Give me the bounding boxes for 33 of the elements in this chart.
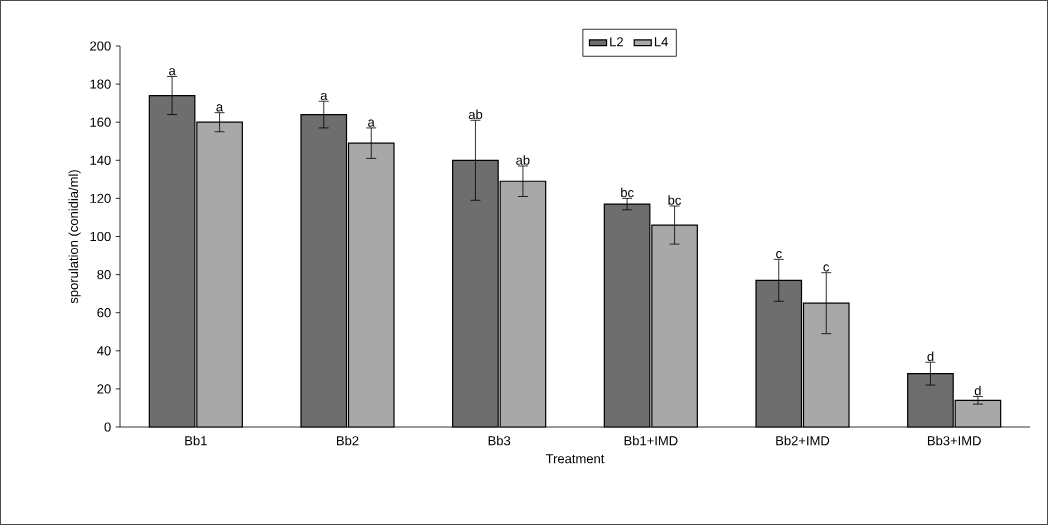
y-tick-label: 20 — [97, 384, 111, 394]
y-tick-label: 60 — [97, 308, 111, 318]
y-tick-label: 140 — [90, 155, 111, 165]
x-tick-label: Bb1+IMD — [624, 435, 678, 446]
annotation: a — [320, 92, 328, 101]
annotation: a — [216, 104, 224, 112]
annotation: ab — [516, 155, 530, 165]
y-tick-label: 200 — [90, 41, 111, 51]
y-tick-label: 160 — [90, 117, 111, 127]
annotation: a — [368, 119, 375, 127]
annotation: c — [823, 264, 830, 272]
y-axis-title: sporulation (conidia/ml) — [68, 170, 81, 304]
y-tick-label: 80 — [97, 269, 111, 280]
x-tick-label: Bb2+IMD — [776, 435, 830, 446]
x-tick-label: Bb2 — [337, 435, 359, 446]
y-tick-label: 120 — [90, 193, 111, 203]
annotation: a — [169, 68, 176, 76]
annotation: c — [776, 251, 782, 259]
legend-label: L2 — [610, 37, 623, 47]
annotation: bc — [621, 187, 634, 198]
annotation: bc — [668, 195, 682, 205]
y-tick-label: 0 — [104, 422, 111, 432]
annotation: d — [974, 385, 981, 396]
x-tick-label: Bb3+IMD — [927, 435, 981, 446]
legend-label: L4 — [654, 37, 668, 47]
y-tick-label: 100 — [90, 231, 111, 242]
x-tick-label: Bb1 — [185, 435, 207, 446]
x-axis-title: Treatment — [545, 454, 605, 464]
x-tick-label: Bb3 — [488, 435, 511, 446]
y-tick-label: 180 — [90, 79, 111, 89]
annotation: ab — [468, 109, 483, 120]
y-tick-label: 40 — [97, 346, 111, 356]
annotation: d — [927, 351, 934, 362]
